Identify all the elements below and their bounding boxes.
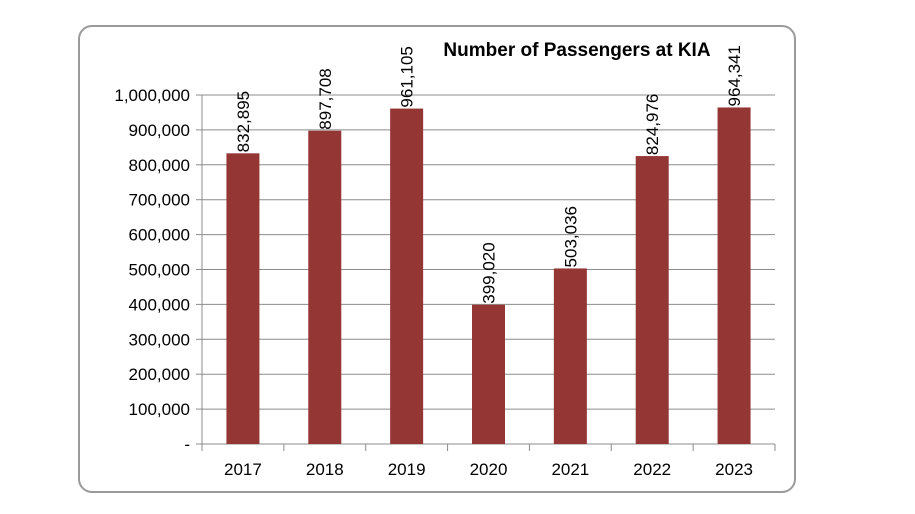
x-tick-label: 2018 bbox=[306, 460, 344, 479]
x-tick-label: 2021 bbox=[551, 460, 589, 479]
data-label-2021: 503,036 bbox=[561, 206, 580, 267]
y-tick-label: 900,000 bbox=[129, 121, 190, 140]
data-label-2022: 824,976 bbox=[643, 94, 662, 155]
x-tick-label: 2019 bbox=[388, 460, 426, 479]
bar-2019 bbox=[390, 108, 424, 445]
y-axis: - 100,000 200,000 300,000 400,000 500,000 600,… bbox=[114, 86, 203, 454]
data-labels: 832,895 897,708 961,105 399,020 503,036 824,9… bbox=[234, 45, 744, 304]
bar-2021 bbox=[553, 268, 587, 444]
bar-2017 bbox=[226, 153, 260, 444]
y-tick-label: 800,000 bbox=[129, 156, 190, 175]
gridlines bbox=[202, 94, 775, 410]
y-tick-label: 600,000 bbox=[129, 226, 190, 245]
x-tick-label: 2023 bbox=[715, 460, 753, 479]
x-axis: 2017 2018 2019 2020 2021 2022 2023 bbox=[201, 443, 776, 479]
x-tick-label: 2017 bbox=[224, 460, 262, 479]
x-tick-label: 2020 bbox=[470, 460, 508, 479]
bar-2023 bbox=[717, 107, 751, 444]
y-tick-label: 1,000,000 bbox=[114, 86, 190, 105]
chart-title: Number of Passengers at KIA bbox=[443, 40, 710, 61]
bar-2020 bbox=[472, 304, 505, 444]
x-tick-label: 2022 bbox=[633, 460, 671, 479]
bar-2018 bbox=[308, 130, 342, 445]
chart-frame bbox=[78, 25, 796, 493]
data-label-2019: 961,105 bbox=[398, 46, 417, 107]
y-tick-label: 300,000 bbox=[129, 330, 190, 349]
y-tick-label: - bbox=[184, 435, 190, 454]
y-tick-label: 400,000 bbox=[129, 295, 190, 314]
y-tick-label: 200,000 bbox=[129, 365, 190, 384]
data-label-2018: 897,708 bbox=[316, 68, 335, 129]
data-label-2020: 399,020 bbox=[480, 242, 499, 303]
bars bbox=[226, 107, 751, 445]
y-tick-label: 700,000 bbox=[129, 191, 190, 210]
data-label-2017: 832,895 bbox=[234, 91, 253, 152]
data-label-2023: 964,341 bbox=[725, 45, 744, 106]
y-tick-label: 500,000 bbox=[129, 261, 190, 280]
bar-2022 bbox=[635, 156, 669, 444]
y-tick-label: 100,000 bbox=[129, 400, 190, 419]
